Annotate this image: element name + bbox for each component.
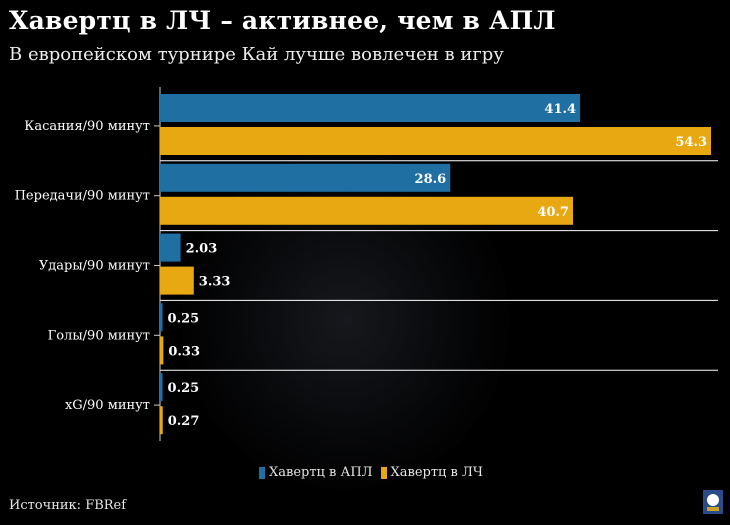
legend: Хавертц в АПЛ Хавертц в ЛЧ <box>259 465 491 480</box>
category-label-goals: Голы/90 минут <box>48 328 150 343</box>
value-label-apl-touches: 41.4 <box>544 102 576 117</box>
source-note: Источник: FBRef <box>9 498 127 513</box>
bar-apl-touches <box>160 94 581 122</box>
category-label-touches: Касания/90 минут <box>24 119 150 134</box>
bar-lch-shots <box>160 266 194 295</box>
value-label-lch-touches: 54.3 <box>675 135 707 150</box>
bar-apl-goals <box>160 303 163 332</box>
legend-swatch-apl <box>259 466 265 479</box>
category-label-xg: xG/90 минут <box>65 398 150 413</box>
value-label-lch-xg: 0.27 <box>168 414 200 429</box>
team-crest-icon <box>703 490 723 514</box>
value-label-apl-passes: 28.6 <box>415 172 447 187</box>
bar-lch-passes <box>160 196 573 225</box>
chart-title: Хавертц в ЛЧ – активнее, чем в АПЛ <box>9 6 556 35</box>
bar-lch-goals <box>160 336 164 365</box>
value-label-apl-xg: 0.25 <box>168 381 200 396</box>
legend-item-lch: Хавертц в ЛЧ <box>380 465 483 480</box>
category-label-shots: Удары/90 минут <box>39 259 150 274</box>
bar-apl-xg <box>160 373 163 402</box>
category-label-passes: Передачи/90 минут <box>15 189 150 204</box>
bar-apl-shots <box>160 233 181 262</box>
value-label-lch-goals: 0.33 <box>168 344 200 359</box>
legend-label-apl: Хавертц в АПЛ <box>269 465 373 480</box>
value-label-apl-goals: 0.25 <box>168 311 200 326</box>
bar-apl-passes <box>160 163 451 192</box>
bar-lch-touches <box>160 127 711 155</box>
value-label-lch-passes: 40.7 <box>537 205 569 220</box>
bar-lch-xg <box>160 406 163 435</box>
chart-subtitle: В европейском турнире Кай лучше вовлечен… <box>9 44 504 65</box>
legend-item-apl: Хавертц в АПЛ <box>259 465 373 480</box>
value-label-apl-shots: 2.03 <box>186 242 218 257</box>
legend-swatch-lch <box>380 466 387 479</box>
value-label-lch-shots: 3.33 <box>199 275 231 290</box>
legend-label-lch: Хавертц в ЛЧ <box>390 465 483 480</box>
